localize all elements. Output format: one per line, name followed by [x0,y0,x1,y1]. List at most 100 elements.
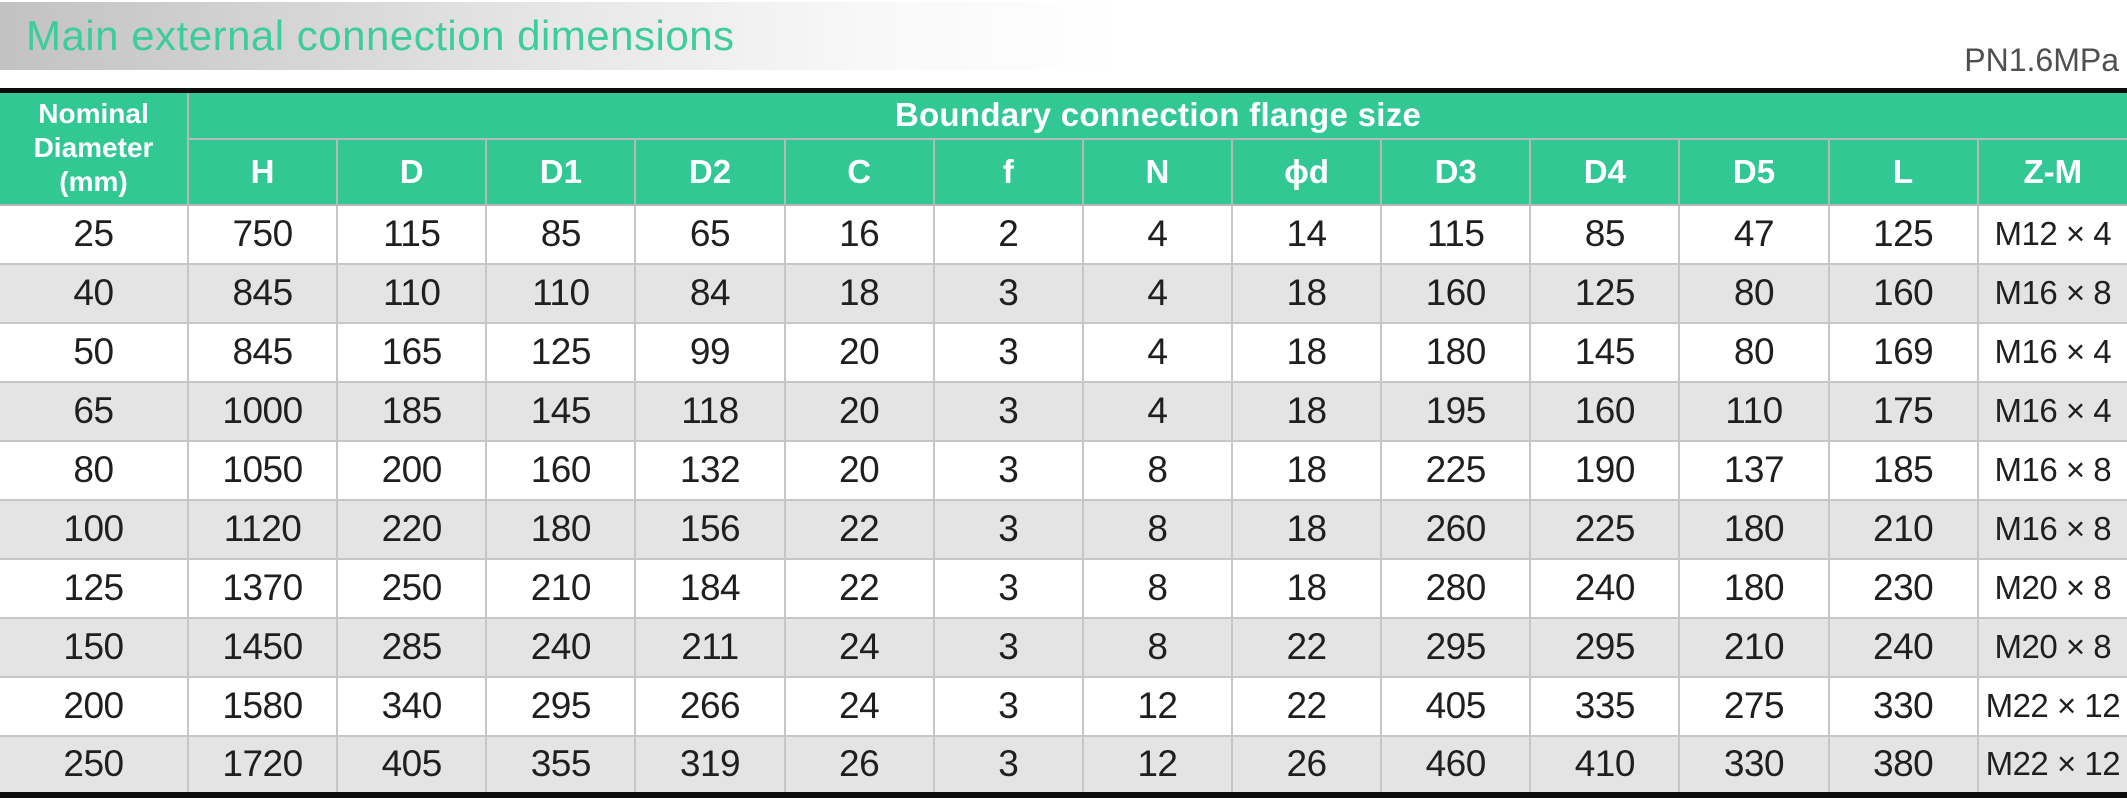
cell-d4: 160 [1529,380,1681,442]
cell-l: 330 [1827,675,1979,737]
cell-n: 4 [1081,203,1233,265]
cell-f: 2 [932,203,1084,265]
cell-d2: 156 [634,498,786,560]
cell-nominal-diameter: 65 [0,380,189,442]
cell-ϕd: 18 [1230,321,1383,383]
cell-n: 8 [1081,616,1233,678]
cell-c: 24 [783,616,935,678]
cell-z-m: M16 × 8 [1976,262,2127,324]
cell-d1: 295 [485,675,637,737]
cell-d2: 319 [634,734,786,796]
cell-d3: 115 [1380,203,1532,265]
cell-h: 1580 [186,675,339,737]
cell-d2: 65 [634,203,786,265]
table-row: 25 750 115 85 65 16 2 4 14 115 85 47 125 M12 × 4 [0,203,2127,265]
column-header-n: N [1081,137,1233,206]
cell-f: 3 [932,734,1084,796]
cell-z-m: M22 × 12 [1976,734,2127,796]
cell-d3: 295 [1380,616,1532,678]
cell-z-m: M20 × 8 [1976,616,2127,678]
cell-z-m: M16 × 8 [1976,498,2127,560]
cell-d3: 225 [1380,439,1532,501]
cell-nominal-diameter: 50 [0,321,189,383]
table-row: 50 845 165 125 99 20 3 4 18 180 145 80 169 M16 × 4 [0,321,2127,383]
cell-z-m: M20 × 8 [1976,557,2127,619]
cell-d1: 355 [485,734,637,796]
cell-c: 18 [783,262,935,324]
cell-l: 380 [1827,734,1979,796]
table-row: 200 1580 340 295 266 24 3 12 22 405 335 275 330 M22 ×… [0,675,2127,737]
cell-d3: 460 [1380,734,1532,796]
cell-ϕd: 18 [1230,557,1383,619]
cell-d5: 80 [1678,321,1830,383]
cell-d5: 180 [1678,498,1830,560]
title-banner: Main external connection dimensions [0,2,1400,70]
cell-d: 165 [336,321,488,383]
cell-d1: 160 [485,439,637,501]
column-header-d5: D5 [1678,137,1830,206]
cell-d2: 211 [634,616,786,678]
table-row: 80 1050 200 160 132 20 3 8 18 225 190 137 185 M16 × 8 [0,439,2127,501]
column-header-h: H [188,137,339,206]
column-header-z-m: Z-M [1976,137,2127,206]
cell-nominal-diameter: 25 [0,203,189,265]
cell-z-m: M12 × 4 [1976,203,2127,265]
column-header-l: L [1827,137,1979,206]
corner-header-line: Diameter [33,132,154,164]
cell-d4: 225 [1529,498,1681,560]
cell-f: 3 [932,557,1084,619]
cell-c: 16 [783,203,935,265]
table-row: 125 1370 250 210 184 22 3 8 18 280 240 180 230 M20 × … [0,557,2127,619]
cell-d5: 47 [1678,203,1830,265]
column-header-d4: D4 [1529,137,1681,206]
cell-d3: 160 [1380,262,1532,324]
column-header-d2: D2 [634,137,786,206]
cell-d4: 240 [1529,557,1681,619]
column-header-ϕd: ϕd [1230,137,1383,206]
table-row: 150 1450 285 240 211 24 3 8 22 295 295 210 240 M20 × … [0,616,2127,678]
cell-d3: 180 [1380,321,1532,383]
cell-d5: 137 [1678,439,1830,501]
cell-d: 110 [336,262,488,324]
cell-d5: 80 [1678,262,1830,324]
cell-n: 4 [1081,380,1233,442]
cell-n: 12 [1081,734,1233,796]
cell-d3: 195 [1380,380,1532,442]
cell-ϕd: 26 [1230,734,1383,796]
cell-f: 3 [932,439,1084,501]
cell-d2: 184 [634,557,786,619]
cell-d: 115 [336,203,488,265]
cell-nominal-diameter: 40 [0,262,189,324]
cell-nominal-diameter: 200 [0,675,189,737]
corner-header-line: (mm) [59,166,128,198]
cell-d5: 210 [1678,616,1830,678]
cell-d: 250 [336,557,488,619]
cell-ϕd: 18 [1230,439,1383,501]
cell-ϕd: 18 [1230,262,1383,324]
cell-c: 24 [783,675,935,737]
cell-d: 185 [336,380,488,442]
cell-d4: 335 [1529,675,1681,737]
cell-h: 1370 [186,557,339,619]
cell-h: 845 [186,321,339,383]
cell-z-m: M16 × 4 [1976,321,2127,383]
cell-nominal-diameter: 125 [0,557,189,619]
column-header-f: f [932,137,1084,206]
cell-l: 169 [1827,321,1979,383]
cell-z-m: M16 × 4 [1976,380,2127,442]
cell-h: 1000 [186,380,339,442]
cell-n: 4 [1081,321,1233,383]
cell-f: 3 [932,498,1084,560]
cell-h: 845 [186,262,339,324]
cell-d: 285 [336,616,488,678]
cell-d: 405 [336,734,488,796]
cell-l: 160 [1827,262,1979,324]
cell-l: 230 [1827,557,1979,619]
corner-header-nominal-diameter: Nominal Diameter (mm) [0,89,189,206]
cell-f: 3 [932,675,1084,737]
cell-ϕd: 22 [1230,616,1383,678]
cell-d5: 330 [1678,734,1830,796]
cell-c: 20 [783,321,935,383]
cell-f: 3 [932,262,1084,324]
table-row: 40 845 110 110 84 18 3 4 18 160 125 80 160 M16 × 8 [0,262,2127,324]
